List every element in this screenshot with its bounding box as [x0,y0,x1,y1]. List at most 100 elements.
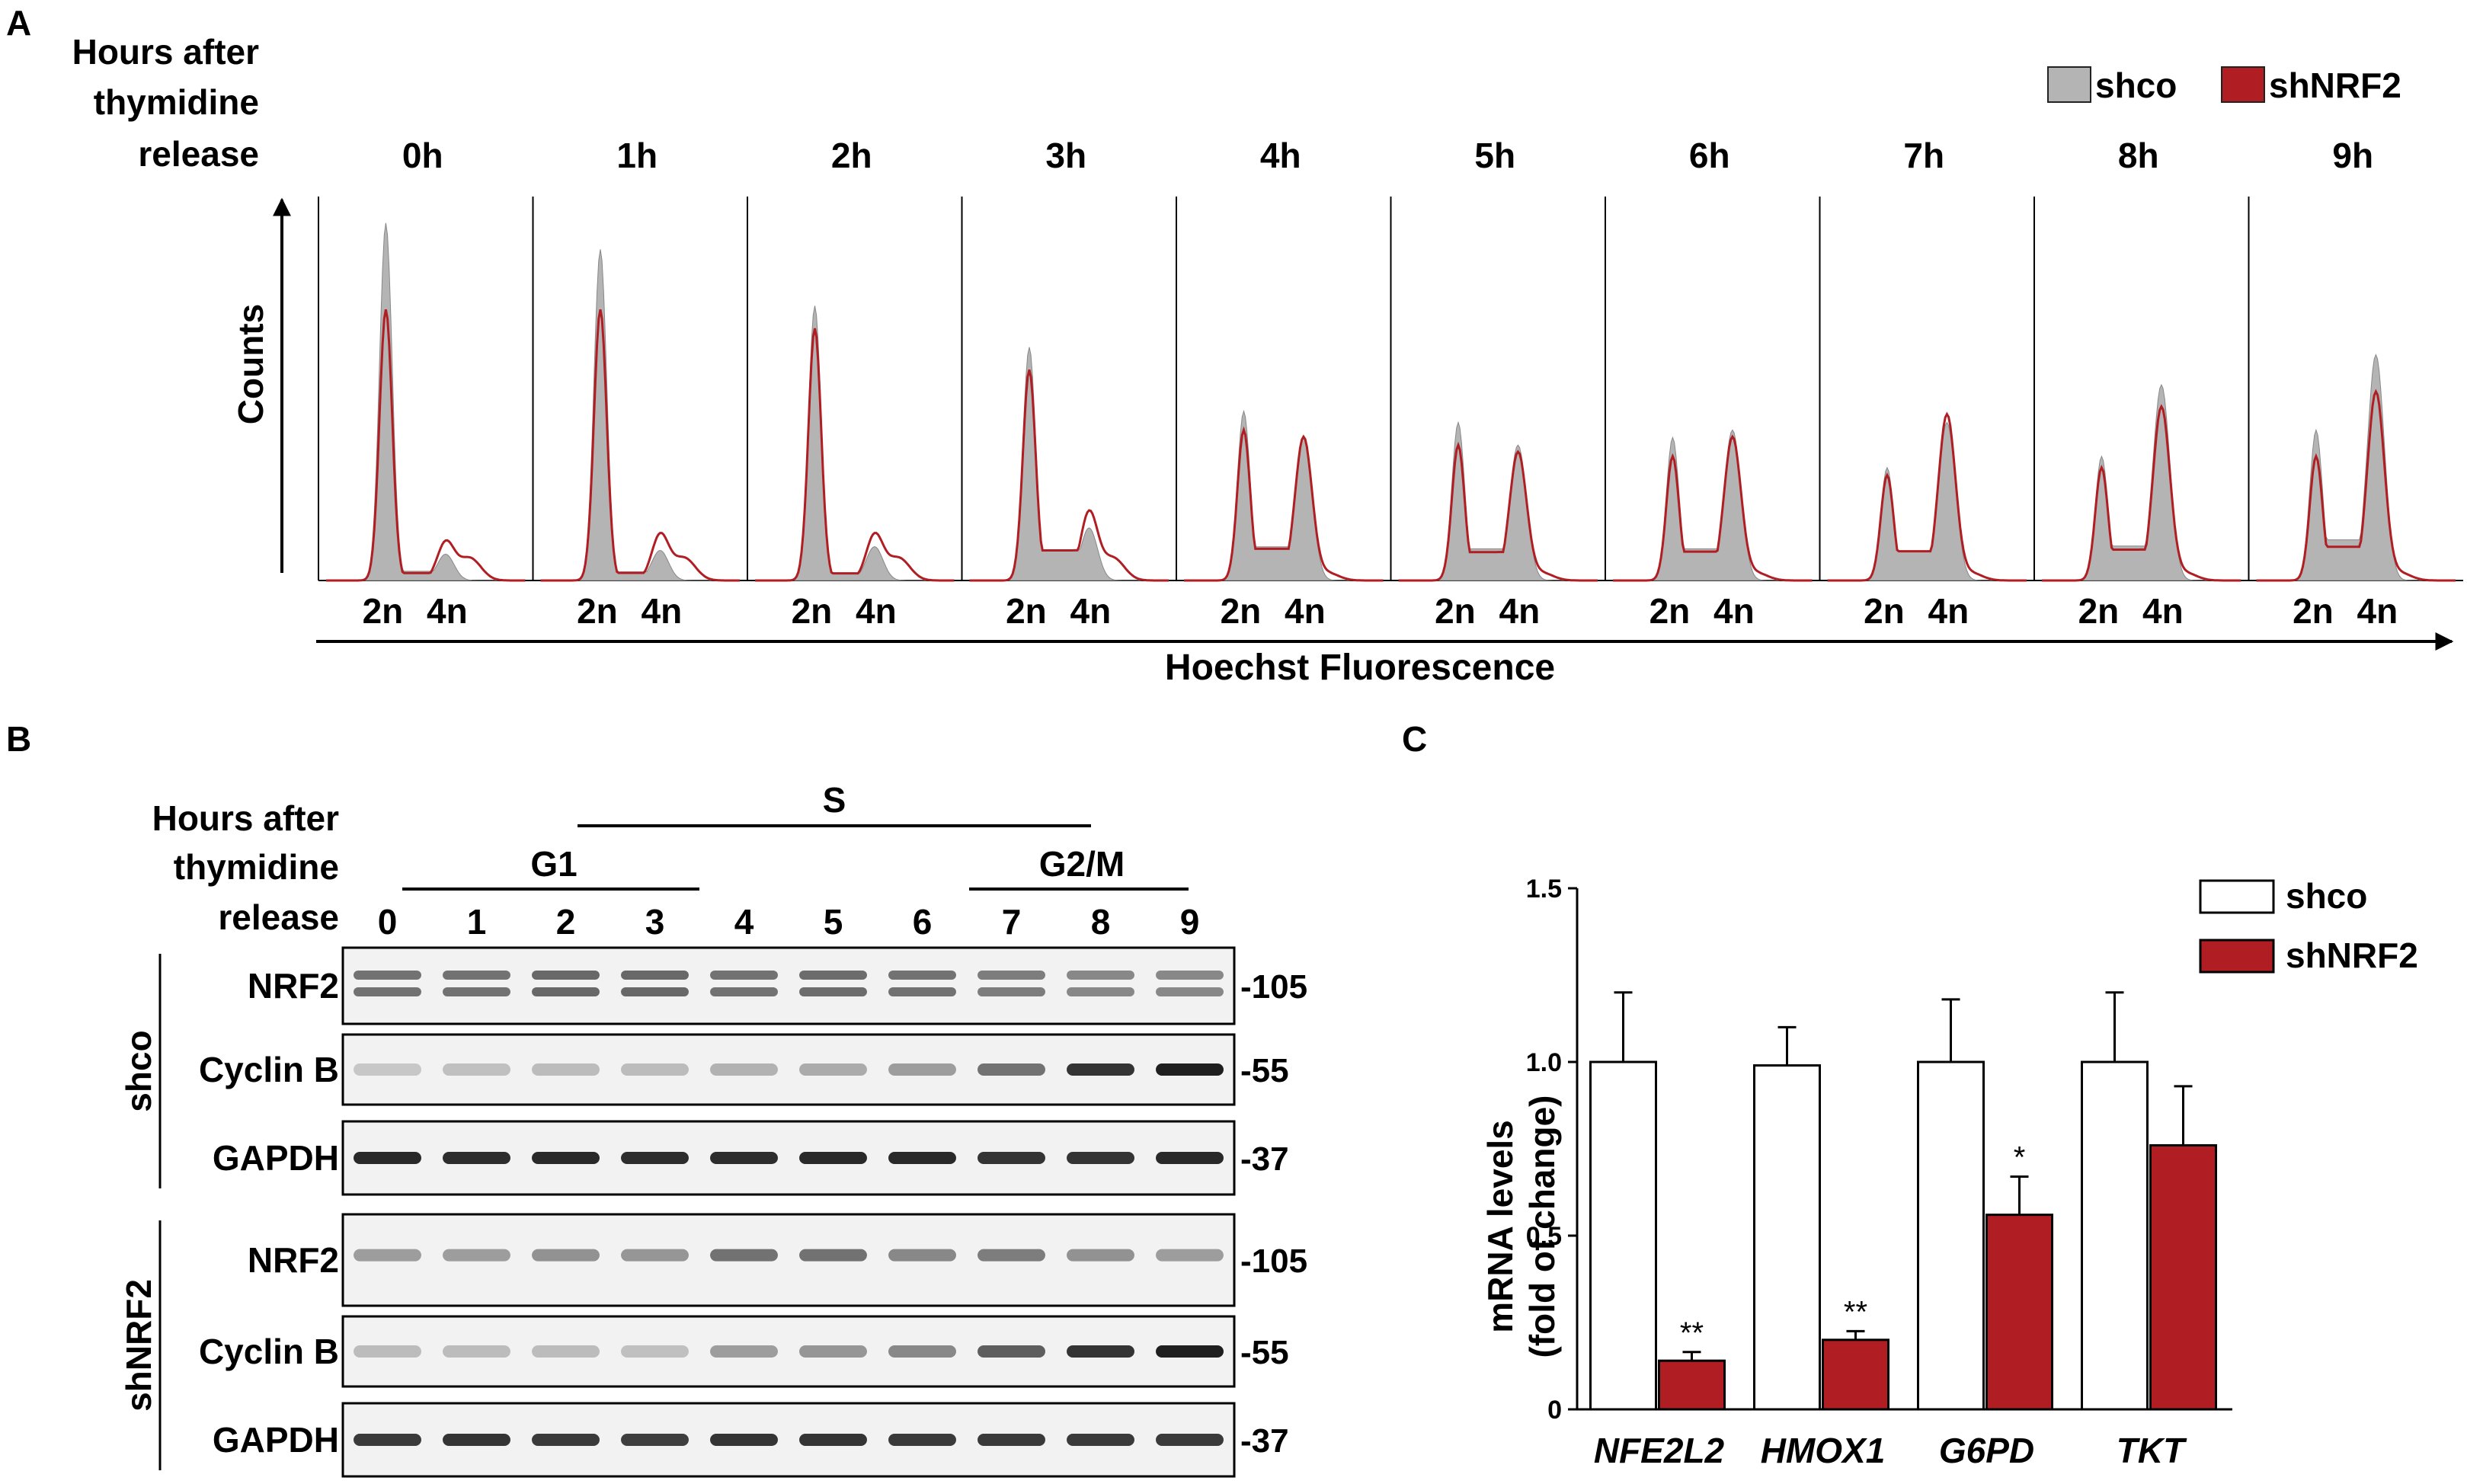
band [443,1063,510,1076]
tick-2n: 2n [2078,591,2120,631]
band [978,1249,1045,1262]
histogram-panel-3: 3h 2n 4n [961,136,1176,631]
band [443,987,510,996]
band [354,987,421,996]
y-tick-label: 0 [1547,1396,1562,1425]
tick-2n: 2n [1435,591,1476,631]
shnrf2-histogram [540,309,740,582]
blot-label: NRF2 [248,1240,339,1280]
band [1067,1249,1134,1262]
band [621,1345,689,1358]
phase-g1-label: G1 [530,844,577,884]
band [710,1345,778,1358]
y-tick-label: 1.0 [1526,1048,1562,1077]
shco-histogram [1398,421,1598,581]
band [532,1063,600,1076]
band [710,971,778,980]
c-y-label-line-1: mRNA levels [1480,1120,1520,1333]
band [978,1063,1045,1076]
histogram-row: 0h 2n 4n 1h 2n 4n 2h 2n 4n 3h 2n 4n 4h 2n 4n 5h 2n 4n 6h 2n… [318,136,2463,631]
legend-swatch-shnrf2 [2221,66,2265,103]
band [1067,1152,1134,1164]
bar-shNRF2 [1985,1214,2053,1411]
band [1156,1063,1224,1076]
phase-g2m-label: G2/M [1039,844,1125,884]
shco-histogram [326,222,526,581]
lane-label-3: 3 [645,902,665,942]
tick-2n: 2n [1221,591,1262,631]
mw-marker: -105 [1240,1243,1307,1280]
band [443,1434,510,1446]
legend-label-shnrf2: shNRF2 [2269,66,2401,105]
panel-b: B Hours after thymidine release S G1 G2/… [6,719,1307,1478]
legend-swatch-shco [2047,66,2091,103]
band [354,1345,421,1358]
tick-4n: 4n [642,591,683,631]
blot-row-label-line-2: thymidine [174,847,339,887]
band [799,971,867,980]
row-label-line-3: release [138,134,259,174]
time-label: 1h [616,136,658,175]
lane-label-2: 2 [556,902,576,942]
band [888,1063,956,1076]
blot-cyclin-b: Cyclin B -55 [199,1315,1289,1388]
blot-row-label-line-1: Hours after [152,798,339,838]
shnrf2-histogram [326,309,526,582]
time-label: 7h [1903,136,1944,175]
time-label: 4h [1260,136,1301,175]
time-label: 0h [402,136,443,175]
c-legend-label-shnrf2: shNRF2 [2286,935,2418,975]
blot-gapdh: GAPDH -37 [213,1120,1289,1196]
bar-shNRF2 [1822,1338,1889,1411]
band [354,971,421,980]
category-label: HMOX1 [1761,1431,1886,1470]
band [888,1152,956,1164]
blot-label: Cyclin B [199,1332,339,1371]
tick-2n: 2n [577,591,618,631]
shnrf2-histogram [755,328,955,582]
panel-c-letter: C [1402,719,1427,759]
band [888,1345,956,1358]
blot-label: GAPDH [213,1420,339,1460]
row-label-line-1: Hours after [72,32,259,72]
band [888,1434,956,1446]
tick-4n: 4n [856,591,897,631]
histogram-panel-6: 6h 2n 4n [1605,136,1820,631]
shnrf2-histogram [1398,441,1598,582]
phase-s-label: S [823,780,846,820]
y-tick-label: 0.5 [1526,1222,1562,1251]
band [532,1345,600,1358]
shnrf2-histogram [969,369,1169,582]
histogram-panel-9: 9h 2n 4n [2248,136,2463,631]
band [1156,1152,1224,1164]
blot-group-shNRF2: shNRF2 NRF2 -105 Cyclin B -55 GAPDH -37 [119,1213,1307,1478]
mw-marker: -55 [1240,1334,1289,1371]
group-label: shNRF2 [119,1279,158,1412]
tick-2n: 2n [1006,591,1047,631]
shnrf2-histogram [2256,389,2456,582]
band [799,1249,867,1262]
band [1067,1345,1134,1358]
tick-4n: 4n [1499,591,1541,631]
shco-histogram [1184,409,1384,581]
shco-histogram [2042,383,2241,581]
tick-4n: 4n [2357,591,2398,631]
significance-mark: ** [1844,1295,1867,1329]
mw-marker: -105 [1240,968,1307,1006]
panel-c: C mRNA levels (fold of change) 0 0.5 1.0 1.… [1402,719,2418,1470]
band [978,971,1045,980]
band [799,987,867,996]
band [621,1152,689,1164]
lane-label-5: 5 [824,902,843,942]
histogram-panel-1: 1h 2n 4n [532,136,747,631]
band [710,1434,778,1446]
bar-shco [1589,1060,1657,1411]
band [888,987,956,996]
blot-label: NRF2 [248,966,339,1006]
legend-label-shco: shco [2095,66,2177,105]
category-label: NFE2L2 [1594,1431,1725,1470]
c-legend-swatch-shnrf2 [2199,939,2275,974]
tick-2n: 2n [363,591,404,631]
mw-marker: -37 [1240,1422,1289,1460]
